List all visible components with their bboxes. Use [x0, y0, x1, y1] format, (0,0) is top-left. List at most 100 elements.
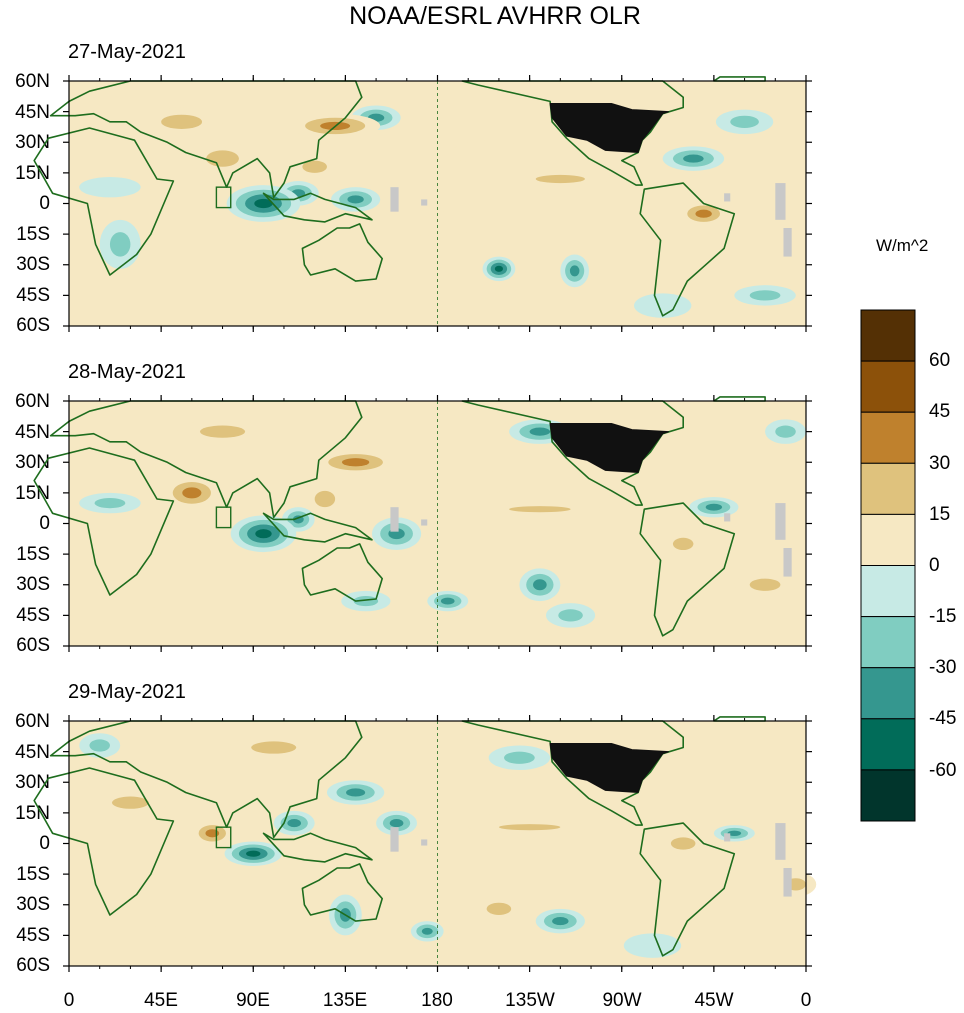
- usa-state-boundaries: [549, 423, 669, 474]
- units-label: W/m^2: [876, 236, 929, 255]
- north-america-outline: [461, 720, 684, 826]
- anomaly-contour: [255, 529, 272, 539]
- lat-label-15s: 15S: [16, 864, 50, 885]
- colorbar-box: [860, 513, 916, 567]
- missing-data-box: [775, 503, 786, 540]
- map-panel-2: [33, 395, 812, 652]
- missing-data-box: [390, 187, 399, 212]
- anomaly-contour: [623, 933, 682, 958]
- colorbar-box: [860, 309, 916, 362]
- anomaly-contour: [161, 114, 203, 129]
- greenland-outline: [713, 76, 766, 82]
- lat-label-30s: 30S: [16, 254, 50, 275]
- lat-label-45s: 45S: [16, 605, 50, 626]
- lat-label-30s: 30S: [16, 894, 50, 915]
- colorbar: [860, 309, 916, 822]
- lat-label-15n: 15N: [15, 163, 50, 184]
- india-box: [215, 506, 232, 529]
- colorbar-label-15: 15: [929, 504, 951, 525]
- panel-date-3: 29-May-2021: [68, 681, 186, 703]
- lat-label-15n: 15N: [15, 483, 50, 504]
- lon-label-135e: 135E: [322, 990, 368, 1011]
- lat-label-60n: 60N: [15, 71, 50, 92]
- map-panel-1: [33, 75, 812, 332]
- anomaly-contour: [670, 837, 696, 850]
- lat-label-60s: 60S: [16, 955, 50, 976]
- anomaly-contour: [111, 796, 149, 809]
- australia-outline: [301, 863, 383, 922]
- australia-outline: [301, 543, 383, 602]
- colorbar-box: [860, 769, 916, 822]
- north-america-outline: [461, 400, 684, 506]
- lat-label-60s: 60S: [16, 315, 50, 336]
- anomaly-contour: [634, 293, 692, 318]
- anomaly-contour: [672, 537, 694, 551]
- lat-label-15n: 15N: [15, 803, 50, 824]
- anomaly-contour: [529, 427, 551, 436]
- greenland-outline: [713, 396, 766, 402]
- lon-label-90e: 90E: [236, 990, 270, 1011]
- colorbar-label-60: 60: [929, 350, 951, 371]
- colorbar-box: [860, 616, 916, 669]
- chart-title: NOAA/ESRL AVHRR OLR: [349, 2, 641, 30]
- colorbar-box: [860, 718, 916, 771]
- missing-data-box: [421, 199, 428, 206]
- missing-data-box: [783, 868, 792, 897]
- colorbar-box: [860, 411, 916, 464]
- lat-label-45n: 45N: [15, 742, 50, 763]
- anomaly-contour: [347, 195, 364, 204]
- lat-label-45s: 45S: [16, 285, 50, 306]
- lon-label-135w: 135W: [505, 990, 555, 1011]
- anomaly-contour: [389, 819, 404, 828]
- lon-label-45w: 45W: [694, 990, 734, 1011]
- anomaly-contour: [89, 739, 110, 752]
- australia-outline: [301, 223, 383, 282]
- anomaly-contour: [353, 595, 379, 607]
- colorbar-box: [860, 462, 916, 515]
- lat-label-60n: 60N: [15, 391, 50, 412]
- anomaly-contour: [94, 497, 126, 509]
- anomaly-contour: [447, 470, 510, 495]
- usa-state-boundaries: [549, 103, 669, 154]
- missing-data-box: [775, 183, 786, 220]
- lat-label-60n: 60N: [15, 711, 50, 732]
- lat-label-0: 0: [39, 513, 50, 534]
- anomaly-contour: [695, 209, 712, 218]
- missing-data-box: [421, 519, 428, 526]
- anomaly-contour: [182, 487, 202, 499]
- south-america-outline: [639, 822, 736, 957]
- missing-data-box: [783, 548, 792, 577]
- colorbar-label-m15: -15: [929, 606, 957, 627]
- colorbar-label-m45: -45: [929, 708, 957, 729]
- anomaly-contour: [558, 609, 583, 622]
- colorbar-label-0: 0: [929, 555, 940, 576]
- anomaly-contour: [494, 265, 504, 272]
- colorbar-label-m30: -30: [929, 657, 957, 678]
- lat-label-60s: 60S: [16, 635, 50, 656]
- missing-data-box: [390, 507, 399, 532]
- missing-data-box: [724, 513, 731, 522]
- map-panel-3: [33, 715, 817, 972]
- anomaly-contour: [314, 490, 336, 508]
- colorbar-label-m60: -60: [929, 760, 957, 781]
- missing-data-box: [390, 827, 399, 852]
- missing-data-box: [724, 833, 731, 842]
- north-america-outline: [461, 80, 684, 186]
- anomaly-contour: [79, 176, 141, 198]
- indonesia-outline: [262, 512, 373, 543]
- anomaly-contour: [251, 741, 297, 754]
- anomaly-contour: [396, 211, 479, 237]
- anomaly-contour: [705, 503, 723, 511]
- anomaly-contour: [504, 751, 535, 764]
- africa-outline: [33, 447, 175, 596]
- lon-label-45e: 45E: [144, 990, 178, 1011]
- anomaly-contour: [727, 830, 742, 837]
- anomaly-contour: [486, 902, 512, 915]
- anomaly-contour: [200, 425, 246, 438]
- missing-data-box: [783, 228, 792, 257]
- indonesia-outline: [262, 192, 373, 223]
- lat-label-30n: 30N: [15, 452, 50, 473]
- indonesia-outline: [262, 832, 373, 863]
- india-box: [215, 826, 232, 849]
